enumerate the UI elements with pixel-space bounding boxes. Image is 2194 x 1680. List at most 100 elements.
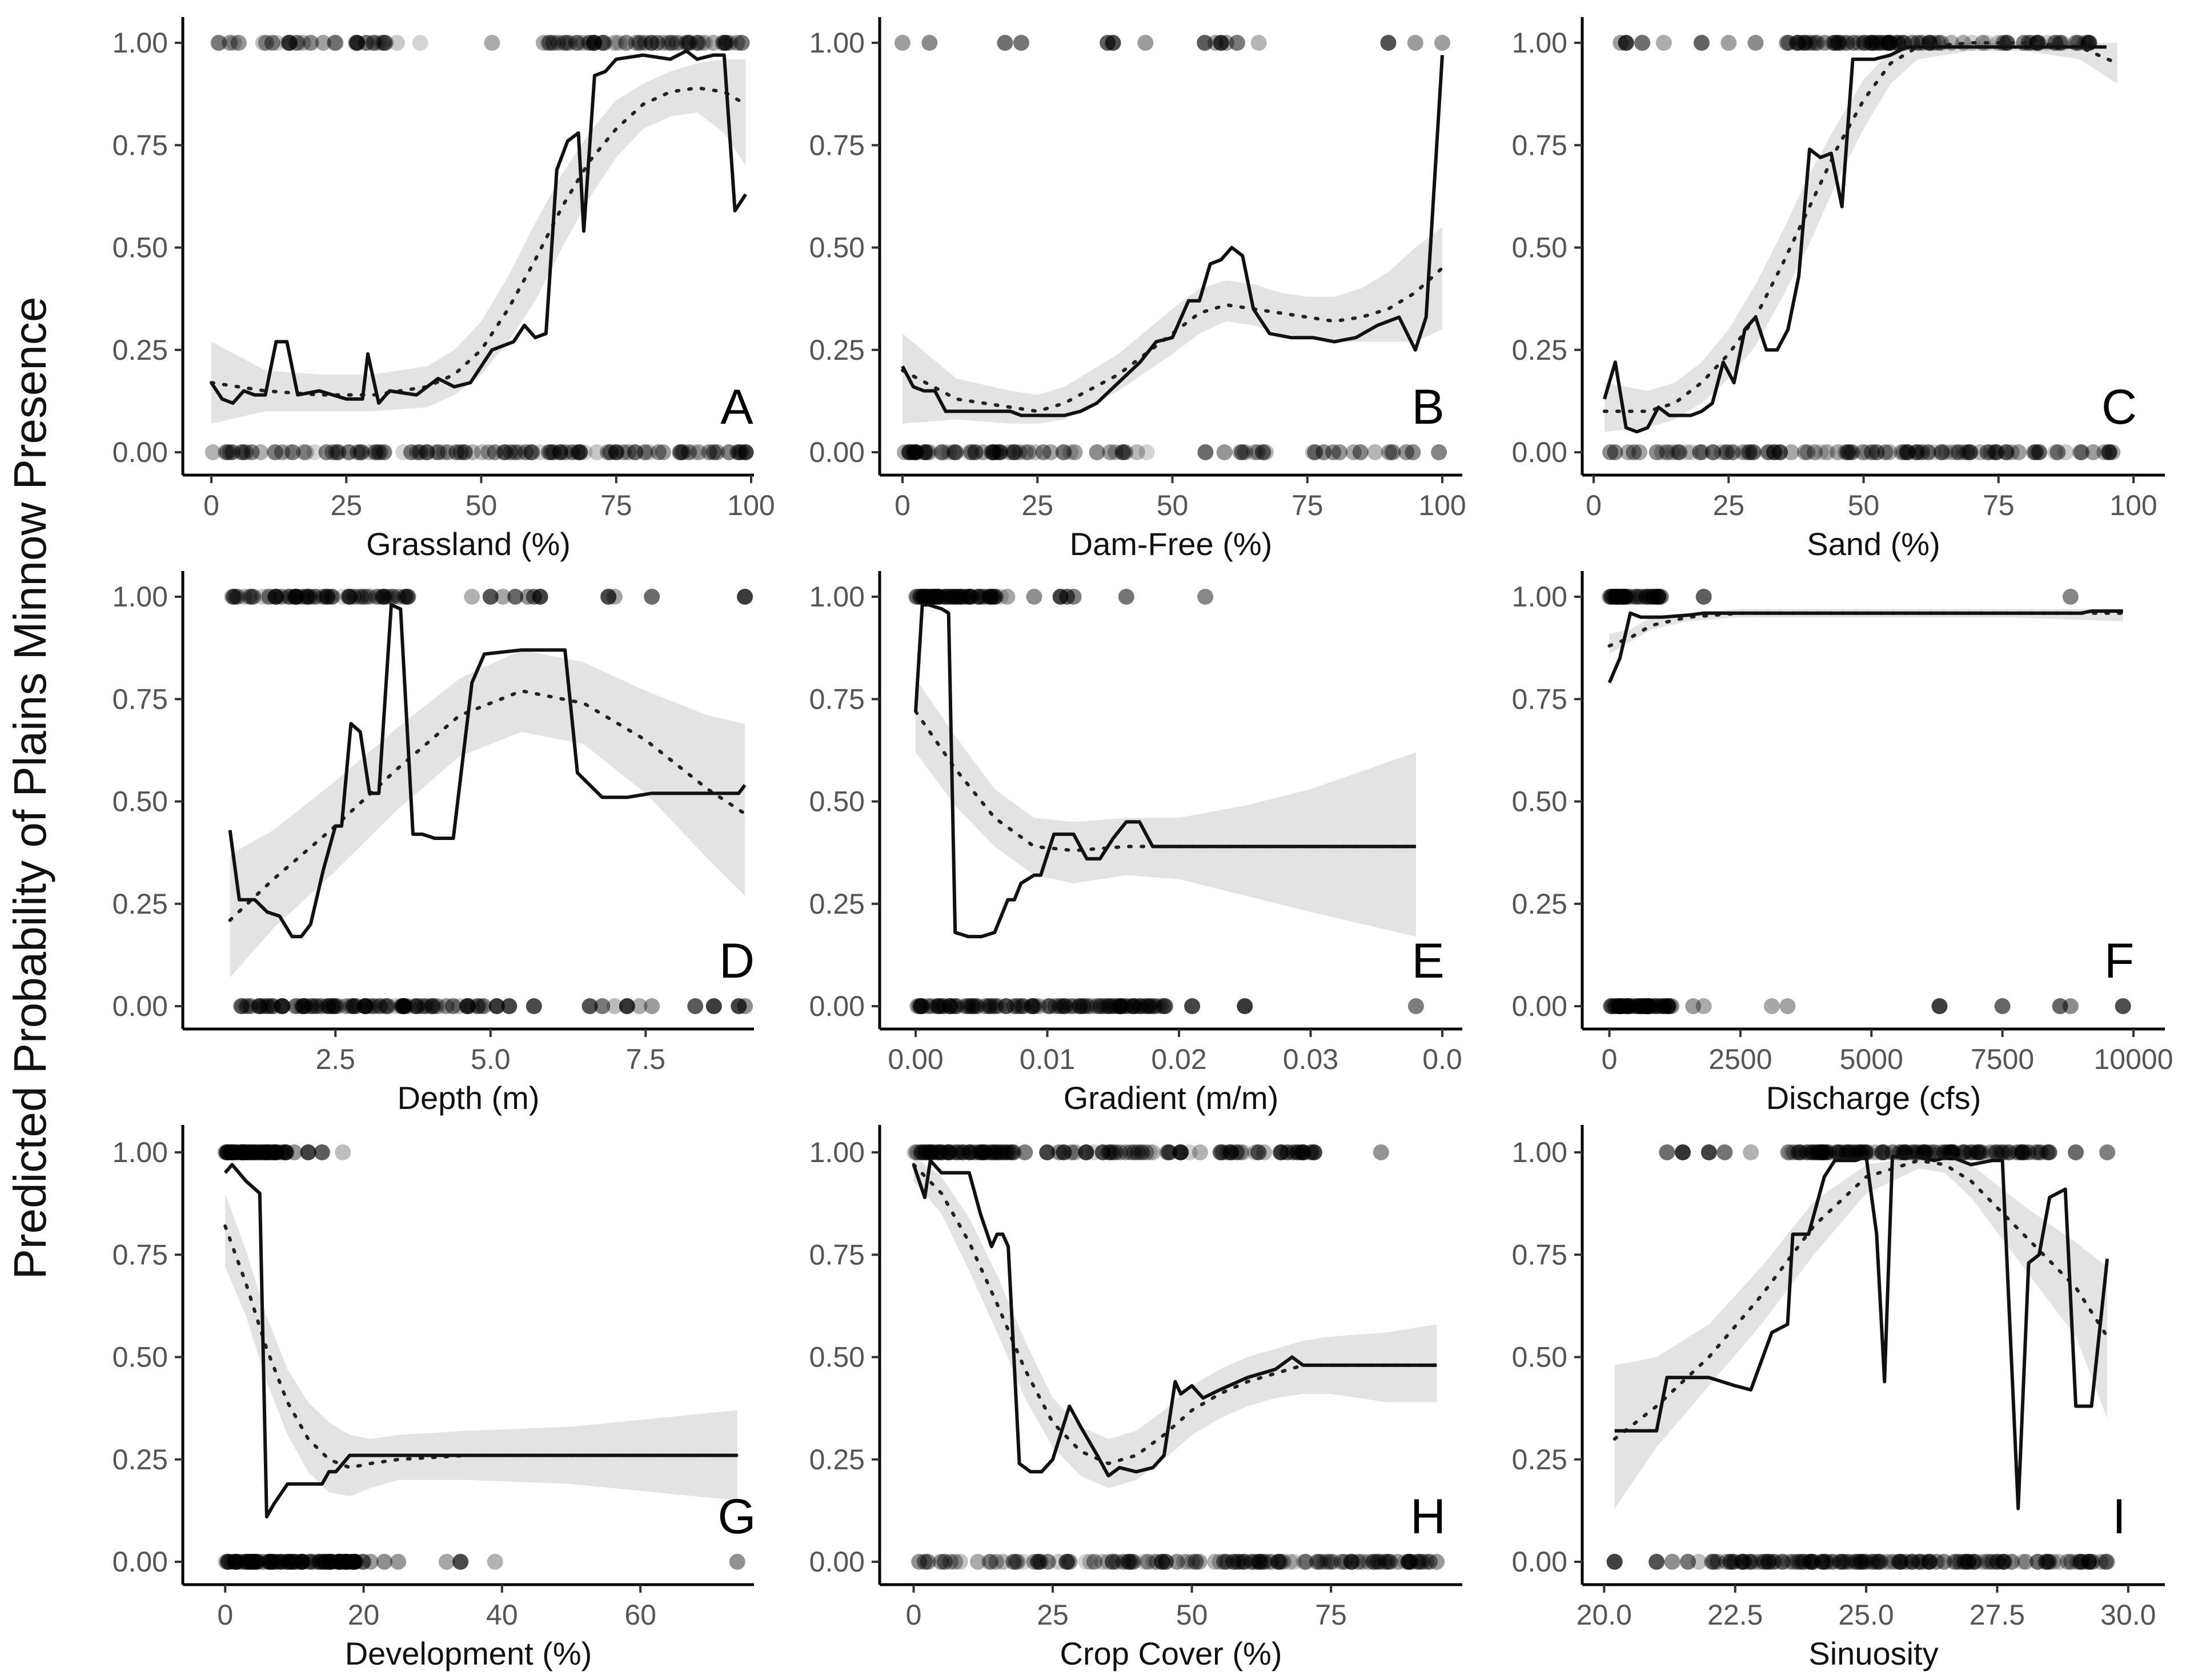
data-point <box>311 1554 328 1570</box>
data-point <box>487 1554 503 1570</box>
data-point <box>1757 1554 1773 1570</box>
data-point <box>228 1144 245 1160</box>
data-point <box>225 589 242 605</box>
data-point <box>350 444 366 460</box>
data-point <box>1680 1554 1696 1570</box>
data-point <box>2021 1144 2037 1160</box>
data-point <box>358 998 374 1014</box>
presence-points <box>217 1144 351 1160</box>
data-point <box>1607 589 1624 605</box>
data-point <box>1780 1144 1796 1160</box>
data-point <box>440 444 456 460</box>
data-point <box>916 444 932 460</box>
data-point <box>1854 1554 1871 1570</box>
data-point <box>1970 1144 1986 1160</box>
y-tick-label: 0.75 <box>1512 683 1567 715</box>
data-point <box>2073 1554 2089 1570</box>
data-point <box>1891 1554 1907 1570</box>
data-point <box>955 1144 972 1160</box>
data-point <box>952 589 969 605</box>
data-point <box>1065 998 1082 1014</box>
data-point <box>302 1554 318 1570</box>
data-point <box>288 1554 305 1570</box>
data-point <box>437 998 454 1014</box>
absence-points <box>897 444 1447 460</box>
data-point <box>239 1144 255 1160</box>
data-point <box>688 35 705 51</box>
data-point <box>940 589 957 605</box>
data-point <box>1798 35 1815 51</box>
data-point <box>942 998 959 1014</box>
data-point <box>287 589 304 605</box>
data-point <box>1998 444 2014 460</box>
data-point <box>901 444 918 460</box>
data-point <box>236 1144 253 1160</box>
data-point <box>1867 1554 1883 1570</box>
data-point <box>1051 998 1068 1014</box>
data-point <box>1671 444 1688 460</box>
data-point <box>1089 444 1105 460</box>
data-point <box>258 1144 275 1160</box>
data-point <box>242 1144 258 1160</box>
data-point <box>245 1144 262 1160</box>
data-point <box>559 35 575 51</box>
data-point <box>1842 444 1858 460</box>
data-point <box>1848 1554 1865 1570</box>
data-point <box>961 1144 978 1160</box>
data-point <box>1765 1554 1782 1570</box>
data-point <box>1614 998 1630 1014</box>
data-point <box>1639 589 1655 605</box>
data-point <box>981 1144 997 1160</box>
data-point <box>1739 444 1755 460</box>
data-point <box>1830 35 1847 51</box>
data-point <box>1031 998 1048 1014</box>
data-point <box>1988 1144 2005 1160</box>
data-point <box>248 1144 265 1160</box>
data-point <box>295 35 311 51</box>
data-point <box>222 35 238 51</box>
data-point <box>1850 35 1867 51</box>
data-point <box>323 589 340 605</box>
data-point <box>1922 1554 1938 1570</box>
data-point <box>374 589 390 605</box>
data-point <box>280 35 297 51</box>
data-point <box>1634 35 1651 51</box>
data-point <box>333 1554 350 1570</box>
data-point <box>274 998 290 1014</box>
data-point <box>294 1554 310 1570</box>
data-point <box>2085 444 2101 460</box>
data-point <box>942 998 958 1014</box>
data-point <box>1614 998 1630 1014</box>
data-point <box>1819 444 1836 460</box>
data-point <box>929 1144 945 1160</box>
data-point <box>1904 1554 1920 1570</box>
data-point <box>1831 35 1847 51</box>
data-point <box>261 1554 277 1570</box>
data-point <box>1631 444 1648 460</box>
data-point <box>400 589 416 605</box>
data-point <box>962 444 979 460</box>
data-point <box>367 444 383 460</box>
data-point <box>330 1554 346 1570</box>
y-tick-label: 0.25 <box>809 888 865 920</box>
data-point <box>1122 998 1139 1014</box>
data-point <box>908 1144 924 1160</box>
data-point <box>2014 1554 2031 1570</box>
data-point <box>264 998 281 1014</box>
y-tick-label: 0.25 <box>1512 334 1567 366</box>
data-point <box>258 35 274 51</box>
data-point <box>987 589 1003 605</box>
data-point <box>1734 1554 1751 1570</box>
data-point <box>1305 444 1321 460</box>
data-point <box>1724 1554 1741 1570</box>
data-point <box>920 589 936 605</box>
data-point <box>950 1144 967 1160</box>
data-point <box>2031 444 2047 460</box>
data-point <box>984 589 1000 605</box>
data-point <box>992 1144 1009 1160</box>
data-point <box>998 998 1014 1014</box>
data-point <box>1877 444 1894 460</box>
data-point <box>1169 1554 1185 1570</box>
data-point <box>1842 1554 1859 1570</box>
data-point <box>1092 998 1109 1014</box>
